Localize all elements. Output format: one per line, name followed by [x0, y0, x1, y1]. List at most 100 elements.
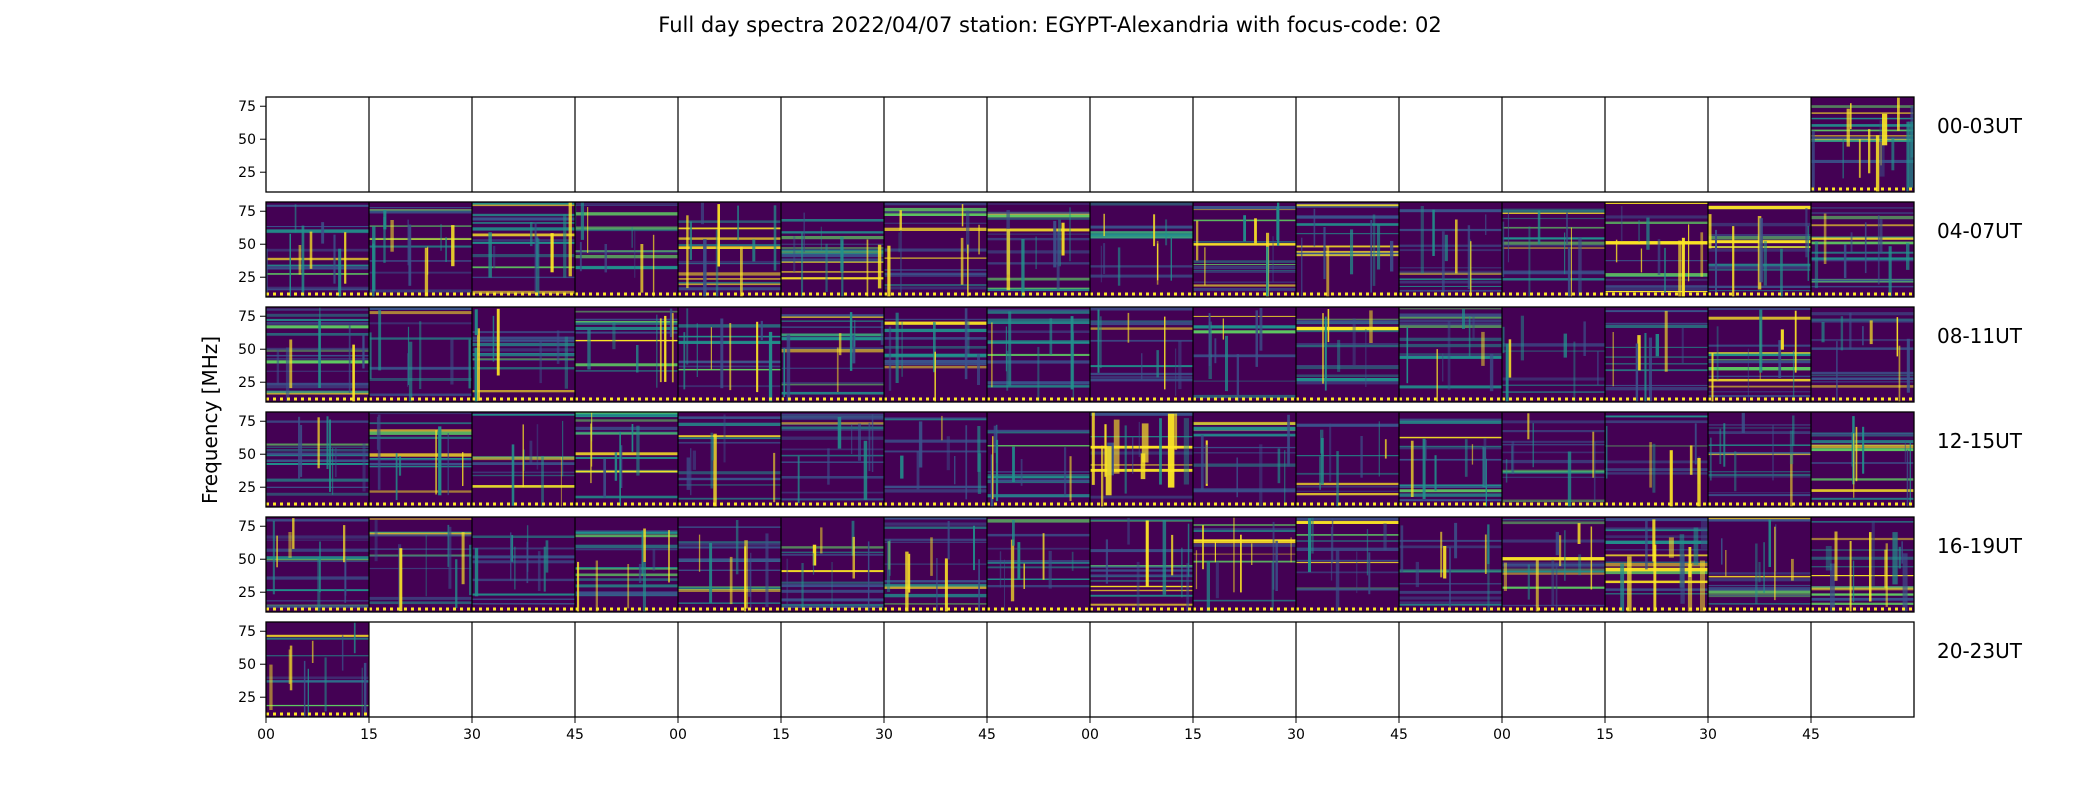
spectrum-panel — [1707, 202, 1811, 297]
y-tick-label: 50 — [238, 342, 256, 358]
x-tick-label: 45 — [1802, 727, 1820, 743]
spectrum-panel — [1398, 202, 1502, 297]
x-tick-label: 45 — [566, 727, 584, 743]
x-tick-label: 15 — [1596, 727, 1614, 743]
spectrum-panel — [1810, 412, 1914, 507]
x-tick-label: 30 — [463, 727, 481, 743]
spectrum-panel — [986, 517, 1090, 612]
x-tick-label: 30 — [875, 727, 893, 743]
spectrum-panel — [986, 307, 1090, 402]
row-frame — [265, 411, 1915, 508]
y-tick-label: 25 — [238, 480, 256, 496]
spectrum-panel — [1089, 307, 1193, 402]
x-tick-label: 00 — [669, 727, 687, 743]
spectra-rows: 25507500-03UT25507504-07UT25507508-11UT2… — [238, 96, 2023, 718]
spectrum-panel — [1089, 202, 1193, 297]
spectrum-panel — [883, 412, 987, 507]
x-tick-label: 00 — [257, 727, 275, 743]
row-frame — [265, 516, 1915, 613]
spectrum-panel — [986, 412, 1090, 507]
spectrum-panel — [574, 202, 678, 297]
spectrum-panel — [1707, 307, 1811, 402]
y-tick-label: 25 — [238, 690, 256, 706]
spectrum-panel — [1604, 412, 1708, 507]
row-label: 16-19UT — [1937, 534, 2023, 558]
y-tick-label: 50 — [238, 132, 256, 148]
row-frame — [265, 306, 1915, 403]
x-tick-label: 30 — [1287, 727, 1305, 743]
y-tick-label: 50 — [238, 657, 256, 673]
spectrum-panel — [677, 307, 781, 402]
y-tick-label: 75 — [238, 204, 256, 220]
row-label: 04-07UT — [1937, 219, 2023, 243]
spectra-row: 25 50 75 00-03UT — [238, 96, 2023, 193]
y-tick-label: 75 — [238, 99, 256, 115]
spectrum-panel — [266, 307, 369, 402]
spectrum-panel — [1810, 307, 1914, 402]
y-tick-label: 50 — [238, 552, 256, 568]
y-axis-label: Frequency [MHz] — [198, 336, 222, 504]
spectrum-panel — [677, 202, 781, 297]
spectrum-panel — [1604, 517, 1708, 612]
spectrum-panel — [574, 412, 678, 507]
y-tick-label: 75 — [238, 309, 256, 325]
spectrum-panel — [574, 517, 678, 612]
spectrum-panel — [368, 202, 472, 297]
y-tick-label: 25 — [238, 375, 256, 391]
spectrum-panel — [780, 307, 884, 402]
spectrum-panel — [1089, 517, 1193, 612]
spectrum-panel — [1089, 412, 1193, 507]
spectrum-panel — [1501, 202, 1605, 297]
spectrum-panel — [677, 517, 781, 612]
spectrum-panel — [1810, 97, 1915, 192]
x-tick-label: 15 — [772, 727, 790, 743]
spectrum-panel — [1398, 517, 1502, 612]
spectrum-panel — [883, 202, 987, 297]
spectrum-panel — [1192, 307, 1296, 402]
spectrum-panel — [471, 202, 575, 297]
spectrum-panel — [471, 307, 575, 402]
spectrum-panel — [1192, 202, 1296, 297]
spectrum-panel — [883, 517, 987, 612]
x-axis: 00 15 30 45 00 15 30 45 00 15 30 45 00 15 30 45 — [257, 717, 1820, 743]
spectrum-panel — [368, 307, 472, 402]
y-tick-label: 50 — [238, 447, 256, 463]
spectrum-panel — [266, 412, 369, 507]
spectrum-panel — [1192, 412, 1296, 507]
x-tick-label: 00 — [1493, 727, 1511, 743]
x-tick-label: 45 — [978, 727, 996, 743]
chart-title: Full day spectra 2022/04/07 station: EGY… — [658, 13, 1441, 37]
spectrum-panel — [1192, 517, 1296, 612]
spectrum-panel — [368, 412, 472, 507]
spectrum-panel — [986, 202, 1090, 297]
spectrum-panel — [780, 202, 884, 297]
spectrum-panel — [574, 307, 678, 402]
spectrum-panel — [266, 202, 369, 297]
spectrum-panel — [1501, 307, 1605, 402]
y-tick-label: 75 — [238, 519, 256, 535]
y-tick-label: 25 — [238, 270, 256, 286]
row-label: 12-15UT — [1937, 429, 2023, 453]
x-tick-label: 15 — [360, 727, 378, 743]
spectra-row: 25 50 75 08-11UT — [238, 306, 2023, 403]
spectrum-panel — [1295, 412, 1399, 507]
spectrum-panel — [471, 412, 575, 507]
spectrum-panel — [1707, 412, 1811, 507]
spectrum-panel — [1398, 412, 1502, 507]
spectrum-panel — [266, 622, 369, 717]
spectrum-panel — [1707, 517, 1811, 612]
x-tick-label: 15 — [1184, 727, 1202, 743]
y-tick-label: 75 — [238, 624, 256, 640]
y-tick-label: 50 — [238, 237, 256, 253]
spectrum-panel — [1501, 517, 1605, 612]
spectrum-panel — [471, 517, 575, 612]
x-tick-label: 45 — [1390, 727, 1408, 743]
spectrum-panel — [677, 412, 781, 507]
row-label: 00-03UT — [1937, 114, 2023, 138]
spectrum-panel — [1501, 412, 1605, 507]
y-tick-label: 25 — [238, 585, 256, 601]
spectrum-panel — [883, 307, 987, 402]
spectra-row: 25 50 75 16-19UT — [238, 516, 2023, 613]
row-label: 08-11UT — [1937, 324, 2023, 348]
